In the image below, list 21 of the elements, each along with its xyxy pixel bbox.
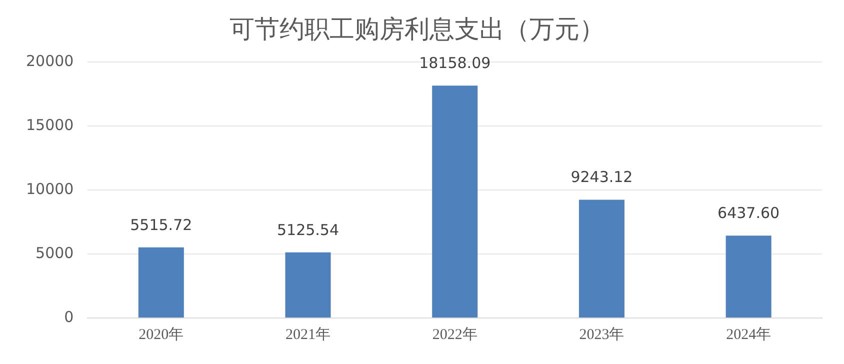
data-label: 9243.12 [570, 168, 633, 186]
data-label: 5515.72 [130, 216, 192, 234]
y-tick-label: 10000 [26, 180, 74, 198]
bar [432, 86, 478, 318]
data-label: 18158.09 [419, 54, 491, 72]
y-tick-label: 5000 [36, 244, 74, 262]
data-label: 5125.54 [276, 220, 340, 239]
data-label: 6437.60 [718, 204, 780, 222]
bar [726, 236, 772, 318]
y-tick-label: 0 [64, 308, 74, 326]
bar [285, 252, 331, 318]
bar [578, 200, 624, 318]
x-tick-label: 2022年 [432, 326, 478, 343]
y-tick-label: 20000 [26, 52, 74, 70]
x-tick-label: 2020年 [138, 326, 184, 343]
y-tick-label: 15000 [26, 116, 74, 134]
bar [138, 247, 184, 318]
x-tick-label: 2024年 [726, 326, 772, 343]
x-tick-label: 2021年 [286, 326, 330, 343]
chart-title: 可节约职工购房利息支出（万元） [230, 14, 604, 44]
x-tick-label: 2023年 [579, 326, 624, 343]
